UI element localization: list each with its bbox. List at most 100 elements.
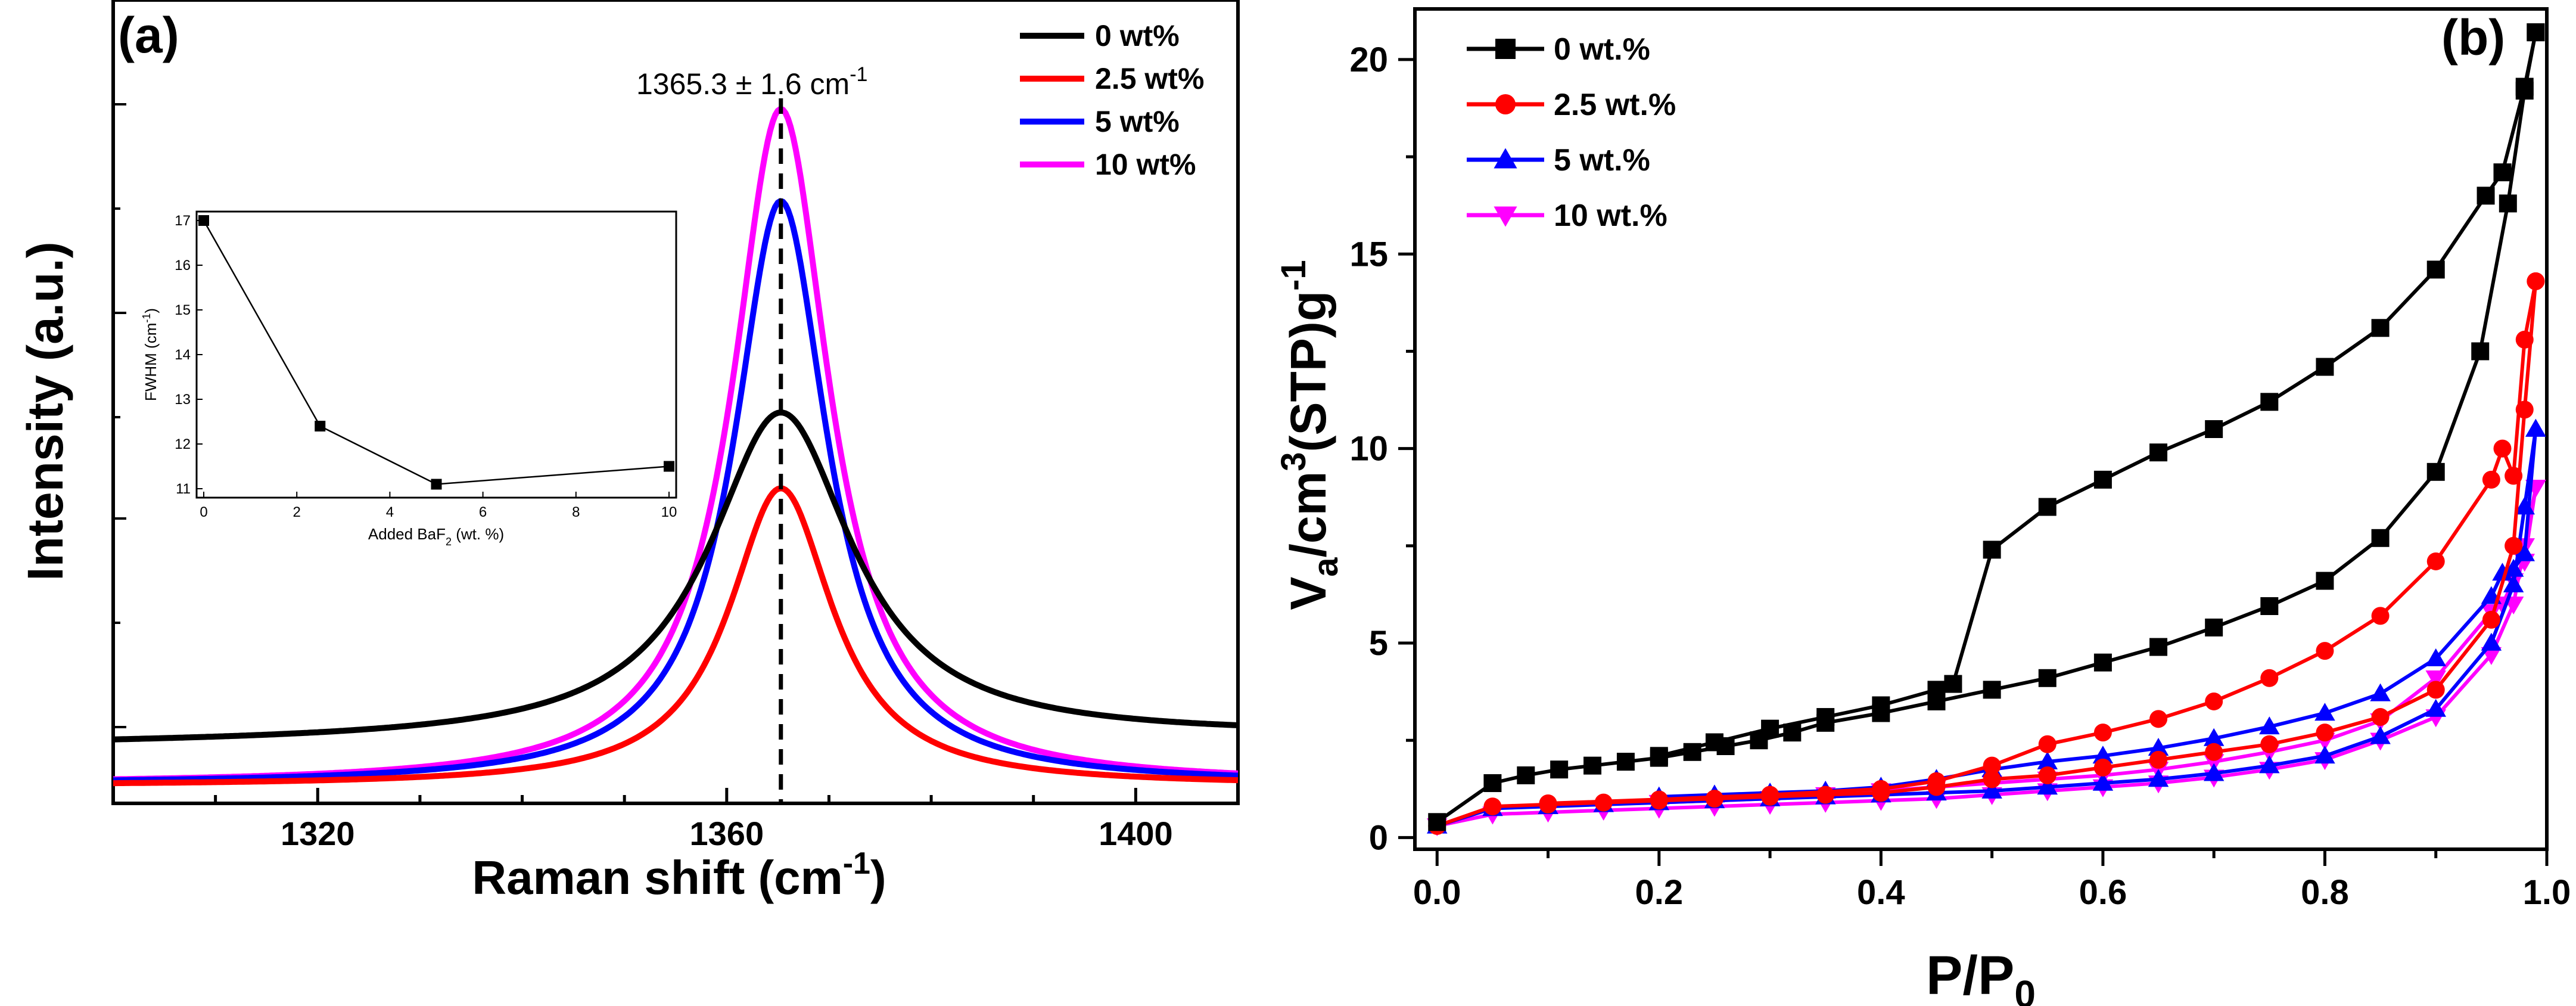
panel-a-frame [111, 0, 1240, 805]
panel-b-legend: 0 wt.% 2.5 wt.% 5 wt.% 10 wt.% [1467, 32, 1676, 233]
legend-swatch-marker [1494, 206, 1517, 227]
desorption-point [1705, 733, 1723, 752]
inset-frame [195, 210, 677, 499]
panel-b-y-ticks: 0 5 10 15 20 [1349, 41, 1415, 857]
adsorption-point [2203, 763, 2225, 781]
legend-label: 10 wt.% [1554, 198, 1667, 233]
adsorption-point [1583, 756, 1602, 775]
desorption-point [1927, 681, 1946, 699]
panel-b-x-title: P/P0 [1926, 945, 2036, 1006]
adsorption-point [2260, 735, 2279, 753]
desorption-point [2038, 735, 2057, 753]
adsorption-point [2316, 724, 2334, 742]
inset-y-tick-label: 11 [176, 481, 191, 497]
adsorption-point [2093, 653, 2112, 672]
adsorption-point [1483, 774, 1502, 793]
desorption-point [2527, 272, 2545, 290]
y-tick-label: 0 [1369, 818, 1388, 857]
desorption-branch [1659, 32, 2538, 758]
panel-b-label: (b) [2441, 10, 2505, 66]
inset-y-tick-label: 14 [175, 347, 191, 363]
panel-a-legend: 0 wt% 2.5 wt% 5 wt% 10 wt% [1020, 19, 1204, 181]
legend-label: 0 wt.% [1554, 32, 1650, 67]
desorption-point [2527, 23, 2545, 42]
adsorption-point [1483, 797, 1502, 816]
desorption-point [2503, 558, 2524, 577]
desorption-point [2514, 543, 2535, 561]
inset-x-tick-label: 0 [200, 504, 207, 520]
inset-series [198, 215, 674, 490]
desorption-point [2505, 467, 2523, 485]
adsorption-point [2371, 708, 2390, 726]
legend-label: 2.5 wt.% [1554, 88, 1676, 122]
inset-y-tick-label: 17 [175, 213, 191, 229]
desorption-point [2149, 443, 2168, 462]
inset-ticks: 0 2 4 6 8 10 11 12 13 14 15 16 17 [175, 213, 677, 520]
x-tick-label: 0.4 [1857, 873, 1905, 912]
desorption-point [1650, 747, 1668, 765]
desorption-point [2203, 728, 2225, 746]
inset-fwhm-point [198, 215, 209, 226]
adsorption-point [2205, 618, 2223, 636]
inset-y-tick-label: 15 [175, 302, 191, 318]
desorption-point [2492, 563, 2513, 581]
inset-y-tick-label: 13 [175, 392, 191, 408]
adsorption-point [2499, 194, 2517, 213]
isotherm-series [1428, 23, 2545, 831]
y-tick-label: 10 [1349, 430, 1388, 468]
desorption-point [2092, 746, 2114, 764]
inset-x-tick-label: 10 [661, 504, 677, 520]
adsorption-point [2037, 777, 2058, 795]
desorption-point [2314, 703, 2335, 721]
adsorption-point [2259, 755, 2280, 774]
legend-label: 10 wt% [1095, 148, 1196, 181]
desorption-point [2370, 683, 2391, 701]
desorption-point [2482, 470, 2500, 489]
legend-label: 0 wt% [1095, 19, 1180, 52]
desorption-point [2038, 498, 2057, 516]
desorption-point [2205, 420, 2223, 438]
inset-x-title: Added BaF2 (wt. %) [368, 525, 504, 548]
adsorption-point [1705, 790, 1723, 808]
adsorption-point [2482, 610, 2500, 629]
panel-b-y-title: Va/cm3(STP)g-1 [1274, 260, 1345, 610]
panel-a-x-title: Raman shift (cm-1) [472, 846, 886, 904]
adsorption-point [2425, 698, 2446, 717]
adsorption-point [2503, 574, 2524, 592]
desorption-point [2259, 716, 2280, 735]
desorption-point [1944, 675, 1962, 693]
inset-y-tick-label: 12 [175, 436, 191, 452]
desorption-point [1983, 756, 2001, 775]
adsorption-point [1683, 743, 1701, 761]
adsorption-point [2092, 772, 2114, 791]
adsorption-point [2426, 462, 2445, 481]
adsorption-point [2471, 342, 2490, 361]
inset-x-tick-label: 2 [293, 504, 301, 520]
x-tick-label: 1320 [281, 815, 355, 852]
x-tick-label: 0.6 [2079, 873, 2127, 912]
adsorption-point [2148, 769, 2169, 787]
adsorption-point [2370, 726, 2391, 744]
x-tick-label: 1.0 [2523, 873, 2571, 912]
inset-x-tick-label: 8 [572, 504, 580, 520]
x-tick-label: 0.8 [2301, 873, 2349, 912]
inset-fwhm-point [431, 479, 442, 490]
desorption-point [2093, 470, 2112, 489]
inset-x-tick-label: 4 [386, 504, 394, 520]
desorption-point [2260, 669, 2279, 687]
adsorption-point [2205, 743, 2223, 761]
raman-curve-0wt [113, 409, 1239, 743]
y-tick-label: 5 [1369, 624, 1388, 663]
legend-swatch-marker [1495, 94, 1516, 114]
adsorption-point [1594, 793, 1613, 812]
desorption-point [2093, 724, 2112, 742]
raman-curve-5wt [113, 198, 1239, 784]
y-tick-label: 15 [1349, 235, 1388, 274]
desorption-point [2493, 163, 2512, 182]
adsorption-point [2149, 750, 2168, 769]
desorption-point [2426, 552, 2445, 570]
adsorption-point [2481, 632, 2502, 651]
inset-x-tick-label: 6 [479, 504, 487, 520]
adsorption-point [2515, 400, 2534, 419]
